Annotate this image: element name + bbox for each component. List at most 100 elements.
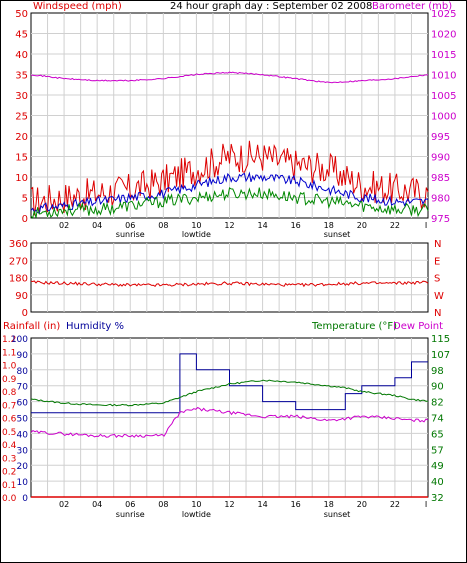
p1-right-tick-label: 975 xyxy=(431,214,450,225)
p3-temp-tick-label: 65 xyxy=(431,429,444,440)
p2-compass-label: N xyxy=(434,239,441,250)
p3-rain-tick-label: 0.9 xyxy=(2,375,17,385)
p1-right-tick-label: 1025 xyxy=(431,9,456,20)
p3-x-tick-label: 06 xyxy=(125,500,135,509)
p3-temp-tick-label: 82 xyxy=(431,398,444,409)
p1-left-tick-label: 15 xyxy=(15,153,28,164)
p3-rain-tick-label: 1.0 xyxy=(2,362,17,372)
temperature-title: Temperature (°F) xyxy=(311,321,397,332)
p3-humidity-tick-label: 100 xyxy=(11,335,28,345)
p1-event-lowtide: lowtide xyxy=(182,230,211,239)
dewpoint-title: Dew Point xyxy=(393,321,443,332)
p1-x-tick-label: 20 xyxy=(357,221,367,230)
p3-humidity-tick-label: 80 xyxy=(17,367,29,377)
p1-x-tick-label: 04 xyxy=(92,221,102,230)
p1-left-tick-label: 45 xyxy=(15,30,28,41)
windlow-line xyxy=(30,187,429,220)
p3-x-tick-label: 12 xyxy=(224,500,234,509)
p1-right-tick-label: 995 xyxy=(431,132,450,143)
p3-rain-tick-label: 0.7 xyxy=(2,401,16,411)
p1-right-tick-label: 985 xyxy=(431,173,450,184)
p3-humidity-tick-label: 0 xyxy=(22,494,28,504)
p1-x-tick-label: 16 xyxy=(291,221,301,230)
wind-direction-line xyxy=(30,280,429,288)
p1-right-tick-label: 1005 xyxy=(431,91,456,102)
p3-temp-tick-label: 40 xyxy=(431,477,444,488)
p3-temp-tick-label: 90 xyxy=(431,382,444,393)
p1-right-tick-label: 1010 xyxy=(431,71,456,82)
p2-left-tick-label: 270 xyxy=(9,256,28,267)
p3-x-tick-label: 08 xyxy=(158,500,168,509)
p1-x-tick-label: I xyxy=(425,221,427,230)
p1-x-tick-label: 06 xyxy=(125,221,135,230)
windgust-line xyxy=(30,140,429,216)
p1-left-tick-label: 40 xyxy=(15,50,28,61)
p1-right-tick-label: 1000 xyxy=(431,112,456,123)
p3-x-tick-label: I xyxy=(425,500,427,509)
p2-compass-label: S xyxy=(434,274,440,285)
p3-event-lowtide: lowtide xyxy=(182,510,211,519)
p1-left-tick-label: 50 xyxy=(15,9,28,20)
p3-temp-tick-label: 74 xyxy=(431,414,444,425)
p3-humidity-tick-label: 50 xyxy=(17,415,29,425)
p1-x-tick-label: 22 xyxy=(390,221,400,230)
p3-x-tick-label: 04 xyxy=(92,500,102,509)
p1-left-tick-label: 25 xyxy=(15,112,28,123)
temperature-line xyxy=(30,379,428,407)
p3-temp-tick-label: 98 xyxy=(431,366,444,377)
p2-left-tick-label: 0 xyxy=(22,308,28,319)
p3-temp-tick-label: 32 xyxy=(431,493,444,504)
p3-event-sunrise: sunrise xyxy=(116,510,145,519)
p3-event-sunset: sunset xyxy=(324,510,351,519)
wind-baro-panel: 0510152025303540455097598098599099510001… xyxy=(15,9,456,239)
p3-rain-tick-label: 0.2 xyxy=(2,468,16,478)
p1-right-tick-label: 1015 xyxy=(431,50,456,61)
p3-temp-tick-label: 49 xyxy=(431,461,444,472)
p1-right-tick-label: 980 xyxy=(431,194,450,205)
p3-humidity-tick-label: 60 xyxy=(17,399,29,409)
windavg-line xyxy=(30,171,429,215)
p2-left-tick-label: 360 xyxy=(9,239,28,250)
barometer-line xyxy=(30,71,429,84)
p3-humidity-tick-label: 70 xyxy=(17,383,29,393)
p3-rain-tick-label: 0.8 xyxy=(2,388,17,398)
dewpoint-line xyxy=(30,406,429,438)
p3-rain-tick-label: 0.1 xyxy=(2,481,16,491)
p3-x-tick-label: 18 xyxy=(324,500,334,509)
p3-x-tick-label: 10 xyxy=(191,500,201,509)
p1-right-tick-label: 990 xyxy=(431,153,450,164)
p3-temp-tick-label: 57 xyxy=(431,445,444,456)
p2-left-tick-label: 90 xyxy=(15,291,28,302)
p2-compass-label: N xyxy=(434,308,441,319)
p3-rain-tick-label: 0.4 xyxy=(2,441,17,451)
barometer-title: Barometer (mb) xyxy=(372,1,452,12)
p3-rain-tick-label: 1.1 xyxy=(2,348,16,358)
p1-event-sunrise: sunrise xyxy=(116,230,145,239)
p1-x-tick-label: 02 xyxy=(59,221,69,230)
p2-compass-label: E xyxy=(434,256,440,267)
p1-left-tick-label: 5 xyxy=(22,194,28,205)
p2-left-tick-label: 180 xyxy=(9,274,28,285)
p1-x-tick-label: 14 xyxy=(257,221,267,230)
p3-x-tick-label: 16 xyxy=(291,500,301,509)
p1-left-tick-label: 10 xyxy=(15,173,28,184)
p1-x-tick-label: 10 xyxy=(191,221,201,230)
p3-humidity-tick-label: 40 xyxy=(17,430,29,440)
p1-x-tick-label: 12 xyxy=(224,221,234,230)
p3-temp-tick-label: 107 xyxy=(431,350,450,361)
p3-x-tick-label: 22 xyxy=(390,500,400,509)
p3-rain-tick-label: 0.3 xyxy=(2,454,16,464)
rainfall-title: Rainfall (in) xyxy=(3,321,60,332)
p3-rain-tick-label: 1.2 xyxy=(2,335,16,345)
p3-humidity-tick-label: 30 xyxy=(17,446,29,456)
p3-humidity-tick-label: 90 xyxy=(17,351,29,361)
p3-rain-tick-label: 0.5 xyxy=(2,428,16,438)
p1-x-tick-label: 08 xyxy=(158,221,168,230)
p3-humidity-tick-label: 10 xyxy=(17,478,29,488)
humidity-title: Humidity % xyxy=(66,321,124,332)
p3-humidity-tick-label: 20 xyxy=(17,462,29,472)
p1-left-tick-label: 0 xyxy=(22,214,28,225)
